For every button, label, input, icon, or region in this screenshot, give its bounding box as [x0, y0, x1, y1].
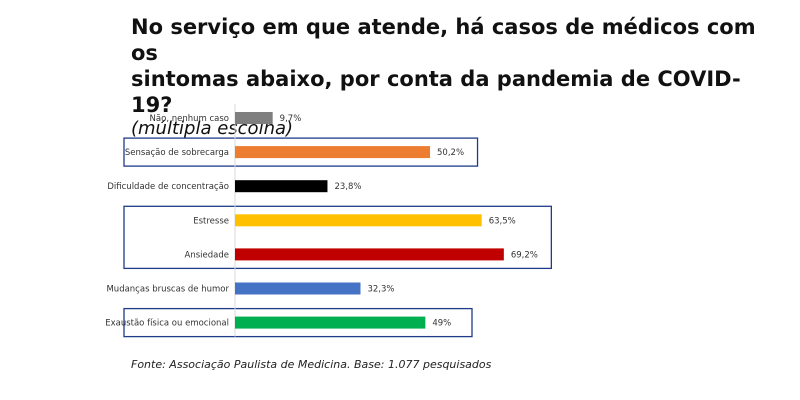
- bar: [235, 146, 431, 159]
- bar: [235, 180, 328, 193]
- value-label: 9,7%: [280, 114, 302, 124]
- chart-title-line-1: No serviço em que atende, há casos de mé…: [131, 15, 756, 65]
- value-label: 50,2%: [437, 148, 464, 158]
- source-note: Fonte: Associação Paulista de Medicina. …: [131, 358, 492, 371]
- bar: [235, 248, 504, 261]
- category-label: Estresse: [193, 216, 229, 226]
- highlight-frame-3: [123, 307, 473, 338]
- value-label: 49%: [432, 319, 451, 329]
- chart-title-line-2: sintomas abaixo, por conta da pandemia d…: [131, 67, 741, 117]
- category-label: Exaustão física ou emocional: [105, 319, 229, 329]
- value-label: 32,3%: [367, 285, 394, 295]
- bar: [235, 214, 482, 227]
- category-label: Não, nenhum caso: [150, 114, 229, 124]
- bar: [235, 282, 361, 295]
- category-label: Sensação de sobrecarga: [125, 148, 229, 158]
- bar: [235, 316, 426, 329]
- value-label: 23,8%: [334, 182, 361, 192]
- category-label: Mudanças bruscas de humor: [106, 285, 229, 295]
- bar: [235, 112, 273, 124]
- category-label: Ansiedade: [185, 250, 229, 260]
- value-label: 63,5%: [489, 216, 516, 226]
- highlight-frame-1: [123, 137, 479, 167]
- category-label: Dificuldade de concentração: [107, 182, 229, 192]
- value-label: 69,2%: [511, 250, 538, 260]
- highlight-frame-2: [123, 205, 552, 270]
